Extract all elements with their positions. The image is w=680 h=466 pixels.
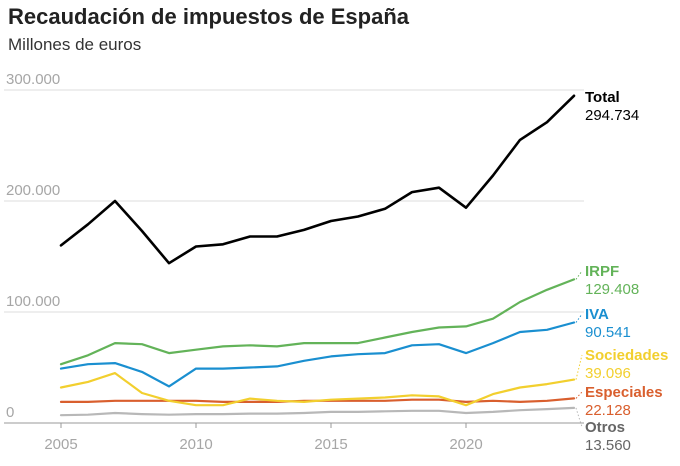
series-value-label: 294.734: [585, 107, 639, 124]
series-value-label: 22.128: [585, 402, 631, 419]
label-connector: [575, 270, 583, 280]
series-line-irpf: [59, 278, 576, 366]
series-name-label: IVA: [585, 306, 609, 323]
label-connector: [575, 313, 583, 323]
series-line-otros: [59, 406, 576, 417]
x-tick-label: 2010: [179, 436, 212, 453]
y-axis-ticks: 0 100.000 200.000 300.000: [6, 71, 60, 421]
chart-subtitle: Millones de euros: [8, 35, 142, 54]
label-connector: [575, 354, 583, 380]
series-line-total: [59, 94, 576, 265]
series-value-label: 39.096: [585, 365, 631, 382]
series-name-label: IRPF: [585, 263, 619, 280]
chart-title: Recaudación de impuestos de España: [8, 4, 410, 29]
series-value-label: 90.541: [585, 324, 631, 341]
series-name-label: Sociedades: [585, 347, 668, 364]
x-tick-label: 2020: [449, 436, 482, 453]
series-name-label: Total: [585, 89, 620, 106]
series-lines: [59, 94, 576, 417]
x-axis-ticks: 2005 2010 2015 2020: [44, 423, 483, 453]
series-value-label: 13.560: [585, 437, 631, 454]
x-tick-label: 2015: [314, 436, 347, 453]
y-tick-label: 300.000: [6, 71, 60, 88]
label-connector: [575, 407, 583, 428]
y-tick-label: 0: [6, 404, 14, 421]
y-tick-label: 200.000: [6, 182, 60, 199]
series-line-iva: [59, 321, 576, 388]
series-name-label: Otros: [585, 419, 625, 436]
series-value-label: 129.408: [585, 281, 639, 298]
series-line-sociedades: [59, 372, 576, 407]
y-tick-label: 100.000: [6, 293, 60, 310]
label-connector: [575, 391, 583, 399]
x-tick-label: 2005: [44, 436, 77, 453]
series-name-label: Especiales: [585, 384, 663, 401]
gridlines: [4, 89, 584, 424]
